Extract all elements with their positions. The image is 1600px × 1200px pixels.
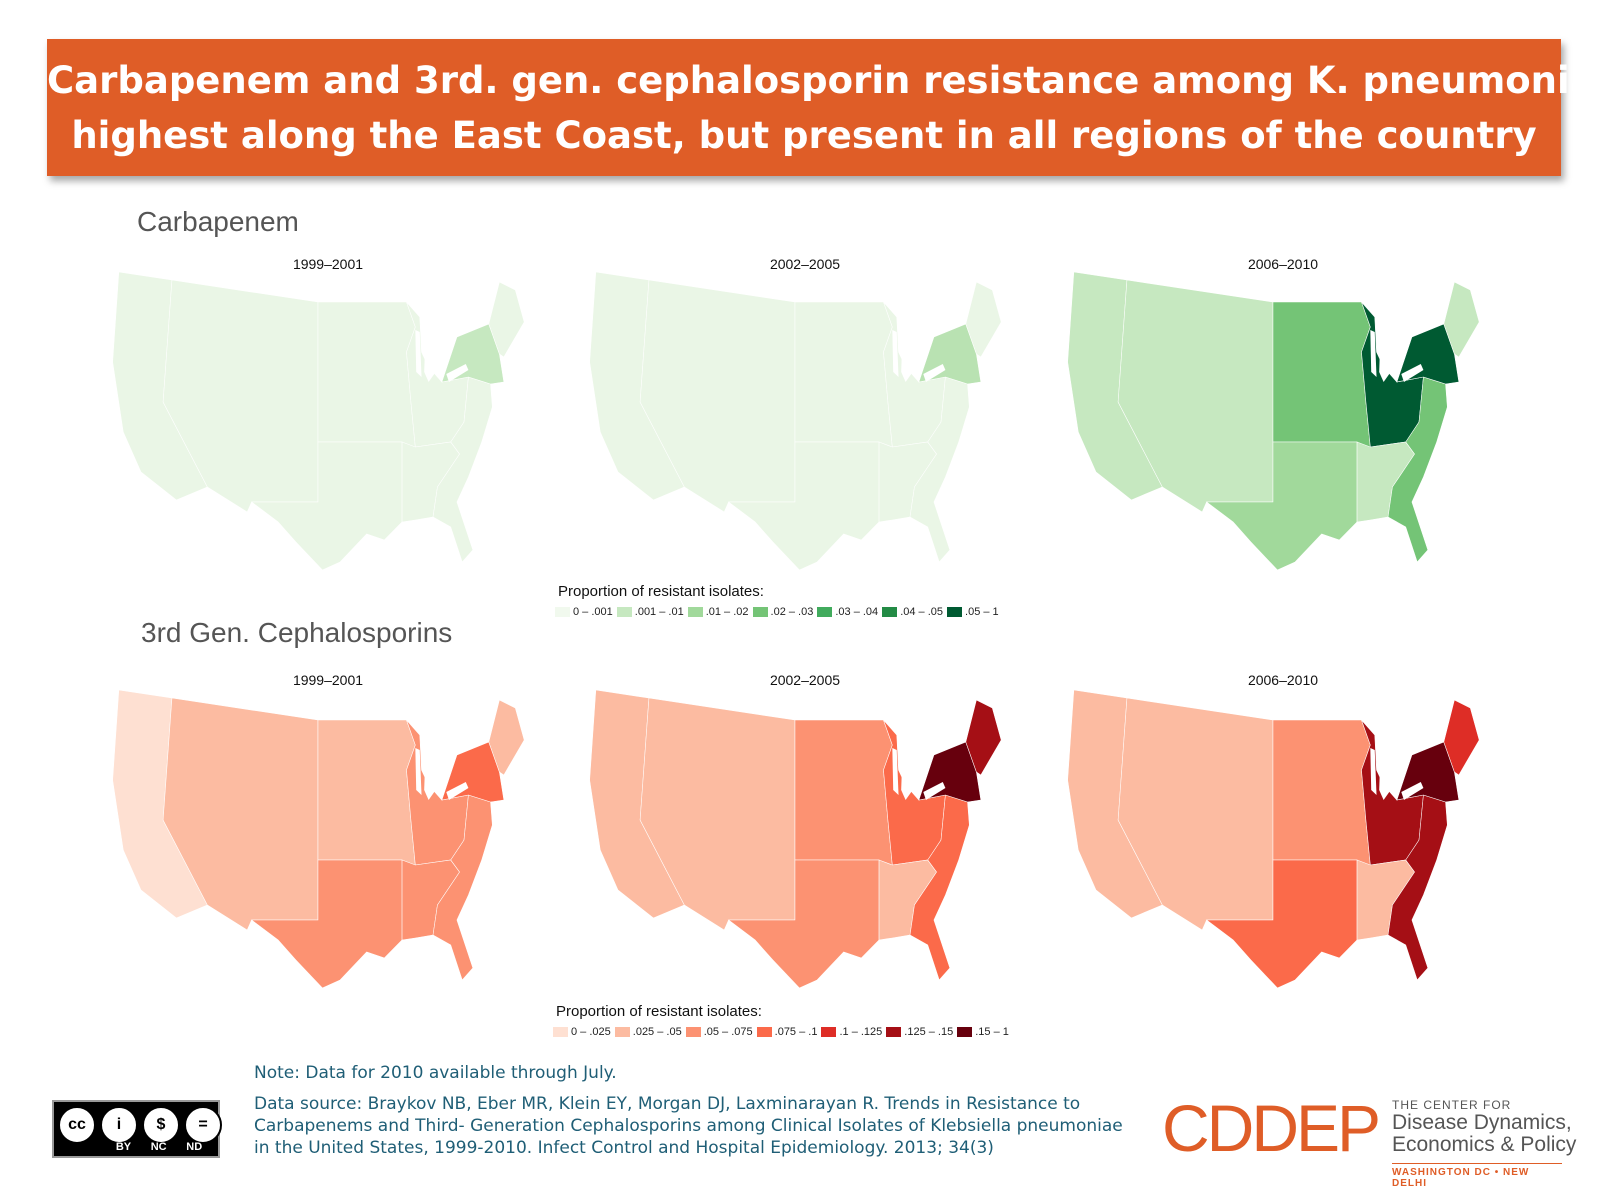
panel-title: 2006–2010	[1247, 256, 1319, 272]
legend-label: .05 – 1	[965, 606, 999, 618]
noderivatives-icon: =	[184, 1106, 222, 1144]
legend-label: .075 – .1	[774, 1026, 818, 1038]
lake	[901, 762, 917, 800]
us-map	[1067, 689, 1480, 989]
lake	[1401, 782, 1424, 800]
lake	[446, 364, 469, 382]
legend-label: .02 – .03	[770, 606, 814, 618]
lake	[1379, 762, 1395, 800]
legend-label: .001 – .01	[634, 606, 684, 618]
legend-swatch	[886, 1027, 902, 1037]
legend-swatch	[685, 1027, 701, 1037]
us-map	[1067, 271, 1480, 571]
attribution-icon: i	[100, 1106, 138, 1144]
lake	[923, 364, 946, 382]
region-wnc	[794, 301, 893, 448]
creative-commons-badge[interactable]: cc i $ = BY NC ND	[52, 1100, 222, 1158]
legend-swatch	[756, 1027, 772, 1037]
region-ne	[965, 699, 1002, 776]
lake	[424, 344, 440, 382]
panel-title: 1999–2001	[292, 256, 364, 272]
lake	[1370, 330, 1377, 377]
lake	[1401, 364, 1424, 382]
lake	[923, 782, 946, 800]
legend-label: .01 – .02	[705, 606, 749, 618]
title-line-1: Carbapenem and 3rd. gen. cephalosporin r…	[47, 59, 1600, 102]
legend-swatch	[882, 607, 898, 617]
legend-title: Proportion of resistant isolates:	[558, 583, 764, 600]
legend-swatch	[616, 607, 632, 617]
legend-swatch	[957, 1027, 973, 1037]
legend-swatch	[687, 607, 703, 617]
region-wnc	[1272, 719, 1371, 866]
legend-swatch	[553, 1027, 568, 1037]
legend-label: .04 – .05	[900, 606, 944, 618]
region-ne	[1443, 699, 1480, 776]
region-ne	[488, 699, 525, 776]
cc-icon: cc	[58, 1106, 96, 1144]
panel-title: 2002–2005	[769, 672, 841, 688]
license-tag: NC	[150, 1141, 167, 1153]
legend: 0 – .025 .025 – .05 .05 – .075 .075 – .1 .1 …	[553, 1026, 1013, 1038]
region-ne	[1443, 281, 1480, 358]
cddep-logo[interactable]: CDDEP	[1162, 1091, 1381, 1165]
panel-title: 2006–2010	[1247, 672, 1319, 688]
data-source: Data source: Braykov NB, Eber MR, Klein …	[254, 1094, 1123, 1158]
legend: 0 – .001 .001 – .01 .01 – .02 .02 – .03 .03 …	[555, 606, 1003, 618]
panel-title: 1999–2001	[292, 672, 364, 688]
legend-label: .1 – .125	[839, 1026, 883, 1038]
section-title-cephalosporins: 3rd Gen. Cephalosporins	[141, 617, 453, 648]
region-wnc	[317, 719, 416, 866]
legend-label: .025 – .05	[632, 1026, 682, 1038]
legend-swatch	[821, 1027, 837, 1037]
legend-label: 0 – .001	[573, 606, 613, 618]
region-wnc	[317, 301, 416, 448]
legend-swatch	[752, 607, 768, 617]
region-wnc	[794, 719, 893, 866]
legend-label: 0 – .025	[571, 1026, 611, 1038]
legend-swatch	[555, 607, 570, 617]
title-line-2: highest along the East Coast, but presen…	[71, 114, 1537, 157]
legend-swatch	[614, 1027, 630, 1037]
noncommercial-icon: $	[142, 1106, 180, 1144]
lake	[892, 330, 899, 377]
data-note: Note: Data for 2010 available through Ju…	[254, 1063, 617, 1083]
legend-label: .05 – .075	[703, 1026, 753, 1038]
region-wnc	[1272, 301, 1371, 448]
legend-label: .03 – .04	[835, 606, 879, 618]
lake	[901, 344, 917, 382]
license-tag: BY	[115, 1141, 132, 1153]
lake	[415, 330, 422, 377]
panel-title: 2002–2005	[769, 256, 841, 272]
legend-swatch	[947, 607, 963, 617]
us-map	[112, 271, 525, 571]
us-map	[589, 271, 1002, 571]
lake	[1379, 344, 1395, 382]
us-map	[112, 689, 525, 989]
legend-swatch	[817, 607, 833, 617]
legend-label: .15 – 1	[975, 1026, 1009, 1038]
us-map	[589, 689, 1002, 989]
lake	[424, 762, 440, 800]
cddep-locations: WASHINGTON DC • NEW DELHI	[1392, 1163, 1562, 1189]
lake	[1370, 748, 1377, 795]
cddep-tagline: THE CENTER FOR	[1392, 1098, 1512, 1112]
license-tag: ND	[186, 1141, 203, 1153]
region-ne	[488, 281, 525, 358]
legend-label: .125 – .15	[904, 1026, 954, 1038]
legend-title: Proportion of resistant isolates:	[556, 1003, 762, 1020]
region-ne	[965, 281, 1002, 358]
lake	[446, 782, 469, 800]
section-title-carbapenem: Carbapenem	[137, 206, 299, 237]
lake	[892, 748, 899, 795]
cddep-name: Disease Dynamics, Economics & Policy	[1392, 1111, 1577, 1156]
title-banner: Carbapenem and 3rd. gen. cephalosporin r…	[47, 39, 1600, 176]
lake	[415, 748, 422, 795]
